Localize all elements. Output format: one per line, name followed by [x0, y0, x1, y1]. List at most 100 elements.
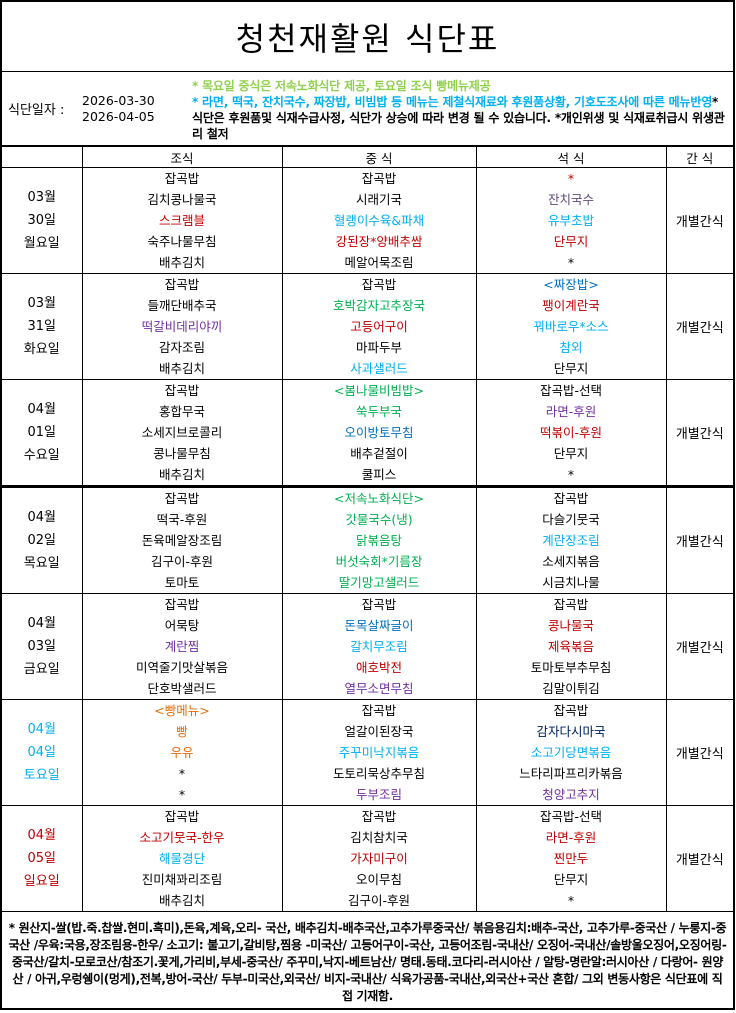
dinner-cell: <짜장밥> 팽이계란국 꿔바로우*소스 참외 단무지 — [475, 273, 667, 380]
lunch-cell: <저속노화식단> 갓물국수(냉) 닭볶음탕 버섯숙회*기름장 딸기망고샐러드 — [281, 486, 477, 594]
date-month: 04월 — [27, 722, 56, 737]
menu-item: 시래기국 — [355, 192, 402, 207]
menu-item: 닭볶음탕 — [355, 533, 402, 548]
menu-item: 단호박샐러드 — [147, 681, 217, 696]
menu-item: 잡곡밥 — [361, 597, 397, 612]
menu-item: 갓물국수(냉) — [345, 512, 413, 527]
date-month: 04월 — [27, 828, 56, 843]
menu-item: 잡곡밥-선택 — [539, 383, 602, 398]
menu-item: 라면-후원 — [545, 404, 597, 419]
date-weekday: 토요일 — [23, 768, 60, 783]
menu-item: 떡볶이-후원 — [539, 425, 602, 440]
menu-item: 김치콩나물국 — [147, 192, 217, 207]
menu-item: <저속노화식단> — [334, 491, 424, 506]
header-breakfast: 조식 — [81, 146, 283, 168]
menu-item: 잔치국수 — [547, 192, 594, 207]
notice: * 목요일 중식은 저속노화식단 제공, 토요일 조식 빵메뉴제공 * 라면, … — [190, 72, 733, 145]
lunch-cell: 잡곡밥 김치참치국 가자미구이 오이무침 김구이-후원 — [281, 805, 477, 912]
menu-item: 소세지볶음 — [542, 554, 600, 569]
day-row: 04월 05일 일요일 잡곡밥 소고기뭇국-한우 해물경단 진미채꽈리조림 배추김치 잡곡밥 김치… — [2, 805, 733, 912]
menu-item: 단무지 — [553, 872, 589, 887]
menu-item: 참외 — [559, 340, 583, 355]
date-weekday: 수요일 — [23, 448, 60, 463]
date-cell: 04월 05일 일요일 — [2, 805, 83, 912]
snack-cell: 개별간식 — [665, 167, 733, 274]
lunch-cell: 잡곡밥 돈목살짜글이 갈치무조림 애호박전 열무소면무침 — [281, 593, 477, 700]
menu-item: * — [567, 893, 575, 908]
page-title: 청천재활원 식단표 — [2, 2, 733, 72]
menu-item: 감자조림 — [158, 340, 205, 355]
day-row: 04월 02일 목요일 잡곡밥 떡국-후원 돈육메알장조림 김구이-후원 토마토 <저속노화식단… — [2, 486, 733, 594]
menu-item: 오이무침 — [355, 872, 402, 887]
menu-item: 사과샐러드 — [350, 361, 408, 376]
menu-item: 잡곡밥 — [164, 491, 200, 506]
menu-item: 잡곡밥 — [164, 383, 200, 398]
menu-item: 꿔바로우*소스 — [533, 319, 609, 334]
menu-item: 잡곡밥 — [164, 277, 200, 292]
menu-item: 얼갈이된장국 — [344, 724, 414, 739]
date-weekday: 일요일 — [23, 874, 60, 889]
date-month: 04월 — [27, 616, 56, 631]
menu-item: 다슬기뭇국 — [542, 512, 600, 527]
date-weekday: 목요일 — [23, 556, 60, 571]
breakfast-cell: 잡곡밥 들깨단배추국 떡갈비데리야끼 감자조림 배추김치 — [81, 273, 283, 380]
menu-item: 계란장조림 — [542, 533, 600, 548]
date-cell: 04월 02일 목요일 — [2, 486, 83, 594]
header-lunch: 중 식 — [281, 146, 477, 168]
date-cell: 03월 31일 화요일 — [2, 273, 83, 380]
menu-item: 스크램블 — [158, 213, 205, 228]
menu-item: 라면-후원 — [545, 830, 597, 845]
menu-item: 김구이-후원 — [347, 893, 410, 908]
menu-item: 잡곡밥 — [164, 809, 200, 824]
menu-item: 김말이튀김 — [542, 681, 600, 696]
menu-item: 배추김치 — [158, 893, 205, 908]
menu-item: 진미채꽈리조림 — [141, 872, 223, 887]
date-label: 식단일자 : — [8, 103, 65, 118]
breakfast-cell: 잡곡밥 어묵탕 계란찜 미역줄기맛살볶음 단호박샐러드 — [81, 593, 283, 700]
date-day: 31일 — [27, 319, 56, 334]
menu-item: 해물경단 — [158, 851, 205, 866]
menu-item: 잡곡밥 — [164, 171, 200, 186]
day-row: 04월 04일 토요일 <빵메뉴> 빵 우유 * * 잡곡밥 얼갈이된장국 주꾸미낙지볶음 도토리묵상… — [2, 699, 733, 806]
menu-item: 쑥두부국 — [355, 404, 402, 419]
menu-item: 잡곡밥 — [361, 703, 397, 718]
date-from: 2026-03-30 — [82, 92, 155, 108]
menu-item: 혈랭이수육&파채 — [333, 213, 425, 228]
breakfast-cell: <빵메뉴> 빵 우유 * * — [81, 699, 283, 806]
menu-item: 팽이계란국 — [542, 298, 600, 313]
menu-item: 잡곡밥 — [164, 597, 200, 612]
menu-item: 잡곡밥 — [553, 597, 589, 612]
menu-item: * — [178, 766, 186, 781]
menu-item: 두부조림 — [355, 787, 402, 802]
menu-item: 도토리묵상추무침 — [332, 766, 425, 781]
snack-cell: 개별간식 — [665, 273, 733, 380]
menu-item: 잡곡밥 — [361, 171, 397, 186]
header-snack: 간 식 — [665, 146, 733, 168]
menu-item: 토마토부추무침 — [530, 660, 612, 675]
dinner-cell: 잡곡밥 다슬기뭇국 계란장조림 소세지볶음 시금치나물 — [475, 486, 667, 594]
menu-table: 조식 중 식 석 식 간 식 03월 30일 월요일 잡곡밥 김치콩나물국 스크램블 숙주나… — [2, 146, 733, 912]
menu-item: 콩나물무침 — [153, 446, 211, 461]
date-range: 2026-03-30 2026-04-05 — [82, 72, 190, 145]
menu-item: 오이방토무침 — [344, 425, 414, 440]
menu-item: 배추김치 — [158, 467, 205, 482]
notice-line-3: * 식단은 후원품및 식재수급사정, 식단가 상승에 따라 변경 될 수 있습니… — [192, 95, 725, 141]
menu-item: 잡곡밥 — [553, 491, 589, 506]
menu-item: <짜장밥> — [543, 277, 599, 292]
menu-item: 토마토 — [164, 575, 200, 590]
menu-item: 느타리파프리카볶음 — [519, 766, 623, 781]
menu-item: 단무지 — [553, 234, 589, 249]
menu-item: 들깨단배추국 — [147, 298, 217, 313]
snack-cell: 개별간식 — [665, 593, 733, 700]
lunch-cell: 잡곡밥 시래기국 혈랭이수육&파채 강된장*양배추쌈 메알어묵조림 — [281, 167, 477, 274]
date-month: 03월 — [27, 190, 56, 205]
date-weekday: 금요일 — [23, 662, 60, 677]
menu-item: 소고기뭇국-한우 — [139, 830, 225, 845]
menu-item: 청양고추지 — [542, 787, 600, 802]
date-day: 03일 — [27, 639, 56, 654]
menu-item: <빵메뉴> — [154, 703, 210, 718]
lunch-cell: <봄나물비빔밥> 쑥두부국 오이방토무침 배추겉절이 쿨피스 — [281, 379, 477, 488]
